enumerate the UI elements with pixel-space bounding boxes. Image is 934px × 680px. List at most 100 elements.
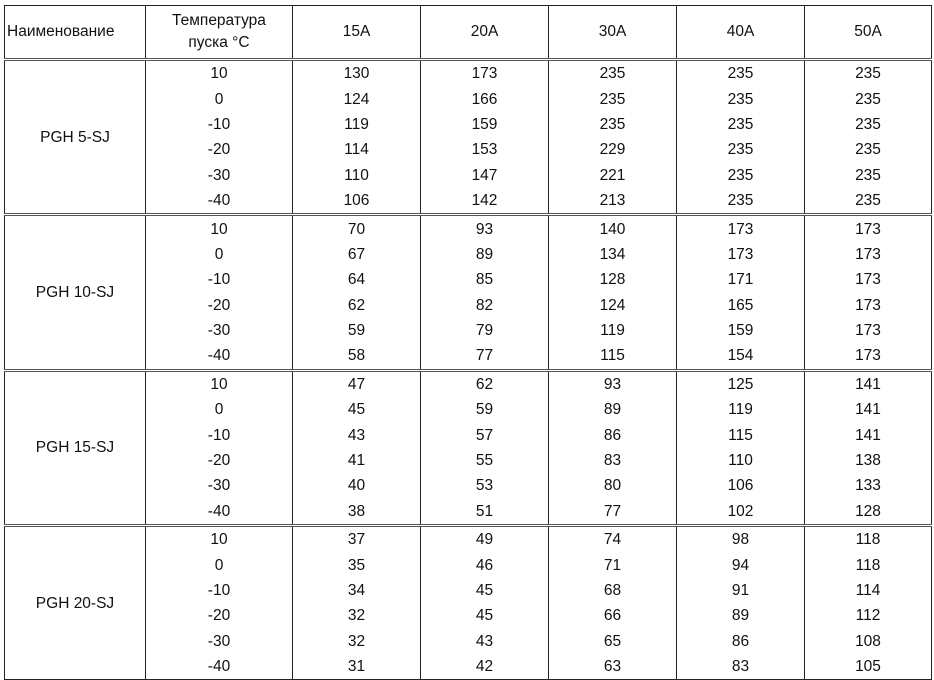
model-name: PGH 5-SJ	[4, 59, 146, 217]
value-cell: 133	[804, 473, 932, 499]
value-cell: 173	[804, 343, 932, 372]
table-row: -40 106 142 213 235 235	[5, 187, 932, 217]
table-row: PGH 5-SJ 10 130 173 235 235 235	[4, 59, 932, 217]
value-cell: 235	[676, 59, 805, 87]
temperature-cell: -40	[145, 187, 293, 217]
temperature-cell: 10	[145, 214, 293, 242]
value-cell: 83	[548, 447, 677, 474]
model-group: PGH 5-SJ 10 130 173 235 235 235 0 124 166 235 235 23…	[4, 59, 932, 217]
value-cell: 32	[292, 628, 421, 654]
value-cell: 74	[548, 525, 677, 553]
temperature-cell: 10	[145, 59, 293, 87]
value-cell: 43	[292, 422, 421, 448]
value-cell: 138	[804, 447, 932, 474]
header-15a: 15A	[292, 5, 421, 61]
value-cell: 124	[548, 292, 677, 318]
value-cell: 45	[292, 397, 421, 423]
value-cell: 147	[420, 162, 549, 188]
table-row: PGH 20-SJ 10 37 49 74 98 118	[4, 525, 932, 680]
value-cell: 89	[676, 603, 805, 629]
value-cell: 32	[292, 603, 421, 629]
value-cell: 221	[548, 162, 677, 188]
table-row: -10 64 85 128 171 173	[5, 267, 932, 293]
value-cell: 235	[804, 86, 932, 112]
temperature-cell: 10	[145, 525, 293, 553]
value-cell: 66	[548, 603, 677, 629]
table-row: -10 34 45 68 91 114	[5, 577, 932, 604]
value-cell: 110	[676, 447, 805, 474]
temperature-cell: -10	[145, 577, 293, 604]
value-cell: 235	[548, 59, 677, 87]
value-cell: 37	[292, 525, 421, 553]
value-cell: 106	[292, 187, 421, 217]
table-row: -30 110 147 221 235 235	[5, 162, 932, 188]
value-cell: 235	[548, 86, 677, 112]
value-cell: 102	[676, 498, 805, 528]
temperature-cell: 0	[145, 397, 293, 423]
model-group: PGH 10-SJ 10 70 93 140 173 173 0 67 89 134 173 173 -1…	[4, 214, 932, 372]
value-cell: 128	[804, 498, 932, 528]
value-cell: 40	[292, 473, 421, 499]
value-cell: 235	[676, 86, 805, 112]
value-cell: 55	[420, 447, 549, 474]
temperature-cell: -20	[145, 603, 293, 629]
header-row: Наименование Температура пуска °C 15A 20…	[4, 5, 932, 61]
value-cell: 130	[292, 59, 421, 87]
value-cell: 165	[676, 292, 805, 318]
value-cell: 173	[676, 214, 805, 242]
value-cell: 34	[292, 577, 421, 604]
table-row: PGH 15-SJ 10 47 62 93 125 141	[4, 370, 932, 528]
value-cell: 82	[420, 292, 549, 318]
value-cell: 68	[548, 577, 677, 604]
value-cell: 86	[548, 422, 677, 448]
value-cell: 235	[676, 137, 805, 163]
value-cell: 83	[676, 653, 805, 680]
value-cell: 235	[804, 162, 932, 188]
temperature-cell: 0	[145, 552, 293, 578]
value-cell: 38	[292, 498, 421, 528]
value-cell: 35	[292, 552, 421, 578]
value-cell: 141	[804, 397, 932, 423]
table-row: PGH 10-SJ 10 70 93 140 173 173	[4, 214, 932, 372]
value-cell: 125	[676, 370, 805, 398]
temperature-cell: -10	[145, 422, 293, 448]
value-cell: 46	[420, 552, 549, 578]
value-cell: 105	[804, 653, 932, 680]
value-cell: 98	[676, 525, 805, 553]
table-row: -30 32 43 65 86 108	[5, 628, 932, 654]
table-row: -30 40 53 80 106 133	[5, 473, 932, 499]
header-20a: 20A	[420, 5, 549, 61]
model-group: PGH 15-SJ 10 47 62 93 125 141 0 45 59 89 119 141 -10 4…	[4, 370, 932, 528]
value-cell: 119	[676, 397, 805, 423]
table-row: -20 41 55 83 110 138	[5, 447, 932, 474]
value-cell: 94	[676, 552, 805, 578]
value-cell: 173	[676, 241, 805, 268]
value-cell: 118	[804, 525, 932, 553]
value-cell: 166	[420, 86, 549, 112]
temperature-cell: -10	[145, 111, 293, 138]
value-cell: 77	[548, 498, 677, 528]
value-cell: 93	[420, 214, 549, 242]
value-cell: 91	[676, 577, 805, 604]
table-row: -20 32 45 66 89 112	[5, 603, 932, 629]
value-cell: 62	[292, 292, 421, 318]
value-cell: 41	[292, 447, 421, 474]
value-cell: 134	[548, 241, 677, 268]
value-cell: 71	[548, 552, 677, 578]
table-row: 0 67 89 134 173 173	[5, 241, 932, 268]
temperature-cell: -20	[145, 447, 293, 474]
value-cell: 59	[292, 317, 421, 344]
model-name: PGH 10-SJ	[4, 214, 146, 372]
value-cell: 173	[420, 59, 549, 87]
value-cell: 235	[804, 137, 932, 163]
table-row: -20 114 153 229 235 235	[5, 137, 932, 163]
value-cell: 108	[804, 628, 932, 654]
value-cell: 154	[676, 343, 805, 372]
header-40a: 40A	[676, 5, 805, 61]
value-cell: 45	[420, 603, 549, 629]
value-cell: 42	[420, 653, 549, 680]
value-cell: 49	[420, 525, 549, 553]
temperature-cell: -30	[145, 162, 293, 188]
value-cell: 119	[548, 317, 677, 344]
value-cell: 43	[420, 628, 549, 654]
